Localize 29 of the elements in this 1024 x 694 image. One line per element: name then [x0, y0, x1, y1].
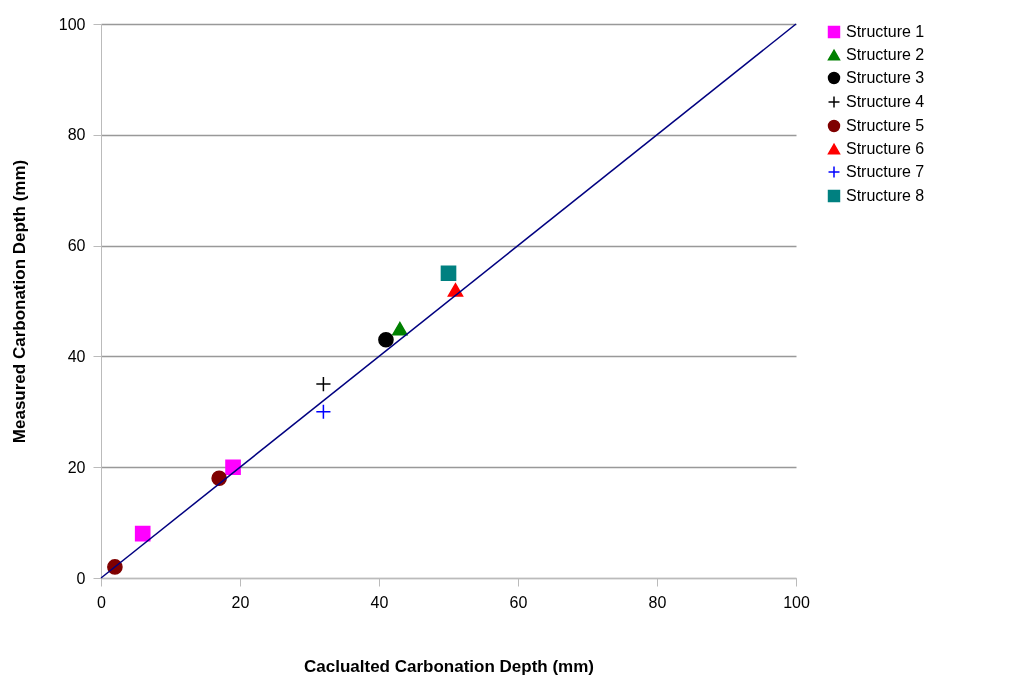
x-tick-label: 60: [509, 593, 528, 611]
legend-label: Structure 6: [846, 140, 925, 157]
y-tick-label: 20: [67, 458, 86, 476]
point: [392, 321, 408, 336]
point: [378, 331, 394, 348]
point: [315, 403, 332, 420]
x-tick-label: 20: [231, 593, 250, 611]
y-tick-label: 40: [67, 347, 86, 365]
point: [440, 265, 457, 282]
y-tick-label: 100: [58, 15, 86, 33]
legend-label: Structure 2: [846, 46, 925, 63]
legend-label: Structure 1: [846, 23, 925, 40]
legend-label: Structure 7: [846, 163, 925, 180]
legend-label: Structure 4: [846, 93, 925, 110]
legend-label: Structure 5: [846, 117, 925, 134]
x-tick-label: 40: [370, 593, 389, 611]
x-axis-title: Caclualted Carbonation Depth (mm): [304, 656, 594, 676]
y-tick-label: 60: [67, 237, 86, 255]
y-tick-label: 0: [76, 569, 86, 587]
point: [225, 459, 241, 476]
legend-label: Structure 8: [846, 187, 925, 204]
x-tick-label: 80: [648, 593, 667, 611]
point: [315, 376, 332, 392]
y-axis-title: Measured Carbonation Depth (mm): [9, 159, 29, 444]
point: [134, 525, 151, 542]
legend-label: Structure 3: [846, 69, 925, 86]
y-tick-label: 80: [67, 126, 86, 144]
x-tick-label: 0: [97, 593, 107, 611]
x-tick-label: 100: [783, 593, 810, 611]
